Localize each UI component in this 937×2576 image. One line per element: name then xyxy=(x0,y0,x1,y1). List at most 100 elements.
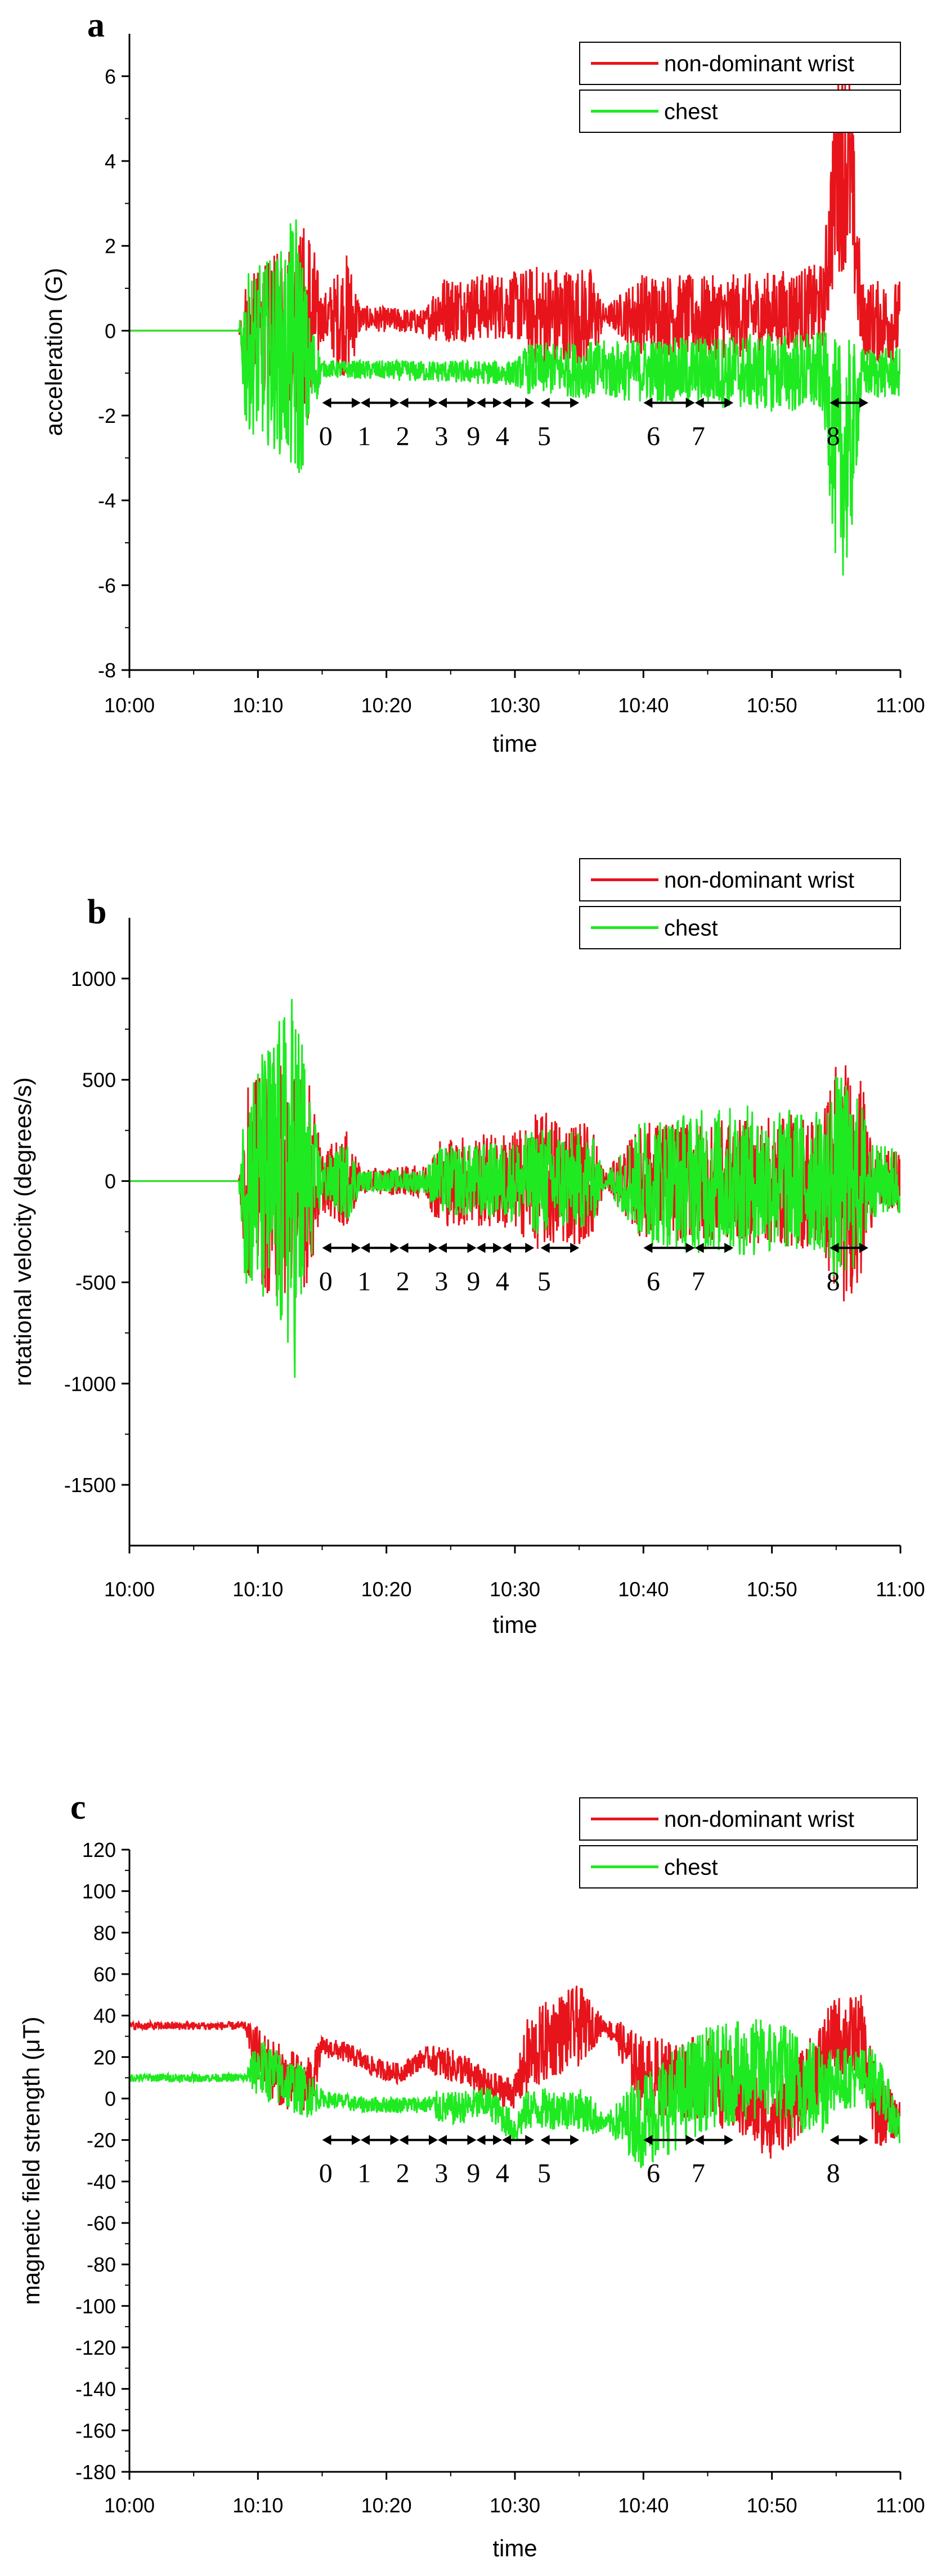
marker-label: 4 xyxy=(496,2159,509,2189)
y-tick-label: 120 xyxy=(82,1838,116,1861)
marker-arrowhead-right xyxy=(859,2135,868,2145)
y-tick-label: -180 xyxy=(75,2461,116,2484)
activity-marker-4: 4 xyxy=(496,1243,535,1296)
x-tick-label: 10:30 xyxy=(490,2494,540,2517)
x-axis-label: time xyxy=(492,2535,537,2561)
marker-arrowhead-left xyxy=(399,1243,409,1253)
marker-label: 3 xyxy=(434,2159,448,2189)
marker-arrowhead-right xyxy=(724,398,734,408)
y-tick-label: -2 xyxy=(98,404,116,427)
marker-label: 7 xyxy=(692,1266,705,1296)
marker-arrowhead-right xyxy=(570,2135,580,2145)
x-tick-label: 11:00 xyxy=(876,2494,925,2517)
marker-label: 7 xyxy=(692,2159,705,2189)
y-axis-label: rotational velocity (degrees/s) xyxy=(10,1077,36,1386)
activity-marker-8: 8 xyxy=(827,2135,868,2189)
marker-arrowhead-right xyxy=(525,1243,535,1253)
marker-label: 8 xyxy=(827,421,840,451)
panel-label: c xyxy=(70,1788,86,1827)
legend-entry-label: chest xyxy=(664,100,718,124)
y-tick-label: -100 xyxy=(75,2294,116,2318)
marker-arrowhead-right xyxy=(724,2135,734,2145)
legend-entry-label: non-dominant wrist xyxy=(664,1807,854,1832)
x-axis-label: time xyxy=(492,730,537,757)
activity-marker-5: 5 xyxy=(537,1243,580,1296)
marker-arrowhead-right xyxy=(525,398,535,408)
marker-label: 8 xyxy=(827,2159,840,2189)
y-tick-label: -140 xyxy=(75,2378,116,2401)
y-tick-label: 500 xyxy=(82,1069,116,1092)
marker-arrowhead-right xyxy=(467,398,477,408)
activity-marker-0: 0 xyxy=(319,2135,361,2189)
marker-label: 3 xyxy=(434,1266,448,1296)
marker-arrowhead-left xyxy=(476,2135,486,2145)
marker-arrowhead-left xyxy=(643,398,653,408)
y-tick-label: -8 xyxy=(98,659,116,682)
marker-arrowhead-left xyxy=(438,2135,447,2145)
legend: non-dominant wrist chest xyxy=(579,42,901,133)
activity-marker-6: 6 xyxy=(643,398,695,451)
x-tick-label: 10:20 xyxy=(361,1578,412,1601)
series-line-chest xyxy=(129,219,900,576)
marker-arrowhead-right xyxy=(352,1243,361,1253)
marker-arrowhead-right xyxy=(467,2135,477,2145)
x-tick-label: 10:30 xyxy=(490,694,540,717)
activity-marker-1: 1 xyxy=(357,398,400,451)
marker-label: 5 xyxy=(537,2159,551,2189)
y-tick-label: -1000 xyxy=(64,1372,116,1395)
activity-marker-1: 1 xyxy=(357,1243,400,1296)
y-tick-label: 1000 xyxy=(71,967,116,990)
marker-arrowhead-right xyxy=(685,398,695,408)
marker-label: 3 xyxy=(434,421,448,451)
activity-marker-0: 0 xyxy=(319,398,361,451)
y-tick-label: -20 xyxy=(87,2129,116,2152)
marker-arrowhead-left xyxy=(694,2135,704,2145)
legend: non-dominant wrist chest xyxy=(579,1797,918,1889)
activity-marker-4: 4 xyxy=(496,398,535,451)
marker-arrowhead-left xyxy=(399,398,409,408)
activity-marker-6: 6 xyxy=(643,2135,695,2189)
marker-arrowhead-right xyxy=(685,2135,695,2145)
activity-marker-6: 6 xyxy=(643,1243,695,1296)
marker-arrowhead-left xyxy=(502,398,512,408)
marker-arrowhead-left xyxy=(438,398,447,408)
marker-arrowhead-right xyxy=(570,398,580,408)
marker-arrowhead-left xyxy=(540,1243,550,1253)
activity-marker-8: 8 xyxy=(827,1243,868,1296)
series-line-chest xyxy=(129,2019,900,2168)
x-tick-label: 10:10 xyxy=(232,694,283,717)
y-tick-label: 60 xyxy=(93,1963,116,1986)
activity-marker-9: 9 xyxy=(467,1243,503,1296)
activity-marker-7: 7 xyxy=(692,2135,734,2189)
series-line-wrist xyxy=(129,72,900,419)
activity-marker-7: 7 xyxy=(692,1243,734,1296)
marker-arrowhead-right xyxy=(859,398,868,408)
y-tick-label: -1500 xyxy=(64,1474,116,1497)
x-tick-label: 10:10 xyxy=(232,2494,283,2517)
activity-marker-3: 3 xyxy=(434,2135,477,2189)
y-tick-label: -120 xyxy=(75,2336,116,2359)
y-tick-label: 80 xyxy=(93,1921,116,1944)
marker-arrowhead-right xyxy=(390,2135,400,2145)
marker-arrowhead-left xyxy=(438,1243,447,1253)
y-tick-label: 0 xyxy=(105,2087,116,2110)
y-tick-label: -80 xyxy=(87,2253,116,2276)
legend-entry-label: non-dominant wrist xyxy=(664,52,854,77)
activity-marker-9: 9 xyxy=(467,398,503,451)
marker-label: 9 xyxy=(467,2159,480,2189)
marker-label: 2 xyxy=(396,2159,410,2189)
legend-entry-label: chest xyxy=(664,916,718,941)
marker-arrowhead-right xyxy=(525,2135,535,2145)
marker-arrowhead-left xyxy=(830,398,839,408)
x-tick-label: 10:40 xyxy=(618,694,669,717)
marker-arrowhead-right xyxy=(352,2135,361,2145)
marker-label: 2 xyxy=(396,1266,410,1296)
marker-arrowhead-left xyxy=(322,1243,331,1253)
activity-marker-2: 2 xyxy=(396,1243,438,1296)
marker-label: 6 xyxy=(647,421,660,451)
marker-arrowhead-left xyxy=(643,1243,653,1253)
marker-label: 4 xyxy=(496,421,509,451)
marker-arrowhead-left xyxy=(476,398,486,408)
